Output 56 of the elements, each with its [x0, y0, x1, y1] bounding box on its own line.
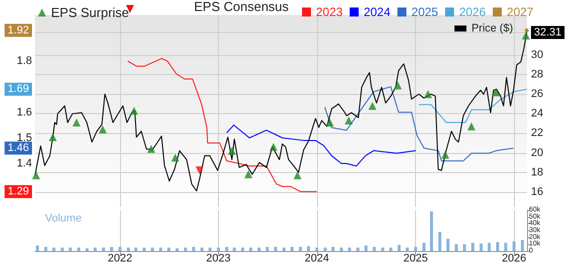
- y2-tick-label: 20: [531, 146, 544, 159]
- y2-tick-label: 32.31: [534, 26, 562, 38]
- point: [98, 125, 107, 134]
- y2-tick-label: 26: [531, 88, 544, 100]
- legend-label: 2026: [459, 5, 486, 19]
- point: [196, 166, 204, 174]
- y-tick-label: 1.92: [8, 24, 29, 36]
- point: [72, 118, 81, 126]
- point: [228, 146, 236, 155]
- x-tick-label: 2025: [403, 252, 428, 264]
- point: [48, 133, 57, 142]
- point: [368, 102, 376, 110]
- point: [424, 90, 432, 98]
- x-tick-label: 2023: [206, 252, 231, 264]
- y2-tick-label: 16: [531, 186, 544, 198]
- legend-label: EPS Surprise: [51, 5, 130, 20]
- line-series: [127, 58, 318, 192]
- y-tick-label: 1.69: [8, 83, 29, 96]
- legend-title: EPS Consensus: [194, 0, 290, 14]
- y2-tick-label: 30: [531, 49, 544, 62]
- legend-label: 2024: [364, 5, 391, 19]
- line-series: [418, 88, 528, 124]
- point: [344, 116, 353, 125]
- point: [492, 88, 500, 96]
- point: [32, 171, 40, 180]
- y-tick-label: 1.29: [8, 186, 29, 198]
- point: [293, 171, 302, 180]
- line-series: [226, 124, 416, 167]
- point: [522, 32, 530, 40]
- point: [467, 122, 476, 130]
- point: [326, 118, 334, 126]
- y-tick-label: 1.6: [16, 106, 32, 118]
- x-tick-label: 2024: [304, 252, 330, 264]
- point: [441, 150, 450, 159]
- point: [394, 81, 402, 90]
- y-tick-label: 1.8: [16, 55, 32, 68]
- y2-tick-label: 22: [531, 127, 544, 140]
- point: [147, 144, 156, 153]
- y-tick-label: 1.46: [8, 142, 29, 154]
- y-tick-label: 1.4: [16, 157, 32, 170]
- legend-label: 2027: [506, 5, 534, 19]
- x-tick-label: 2026: [502, 252, 526, 264]
- line-series: [324, 86, 514, 162]
- point: [269, 142, 278, 151]
- point: [171, 154, 180, 162]
- legend-label: 2023: [316, 5, 344, 19]
- y2-tick-label: 18: [531, 166, 544, 178]
- y-tick-label: 1.5: [16, 132, 32, 144]
- legend-label: 2025: [411, 5, 438, 19]
- point: [244, 170, 252, 178]
- x-tick-label: 2022: [108, 252, 132, 264]
- y2-tick-label: 24: [531, 108, 544, 120]
- y2-tick-label: 28: [531, 68, 544, 81]
- legend-label: Price ($): [471, 22, 513, 34]
- point: [130, 106, 138, 115]
- legend-label: Volume: [45, 212, 82, 224]
